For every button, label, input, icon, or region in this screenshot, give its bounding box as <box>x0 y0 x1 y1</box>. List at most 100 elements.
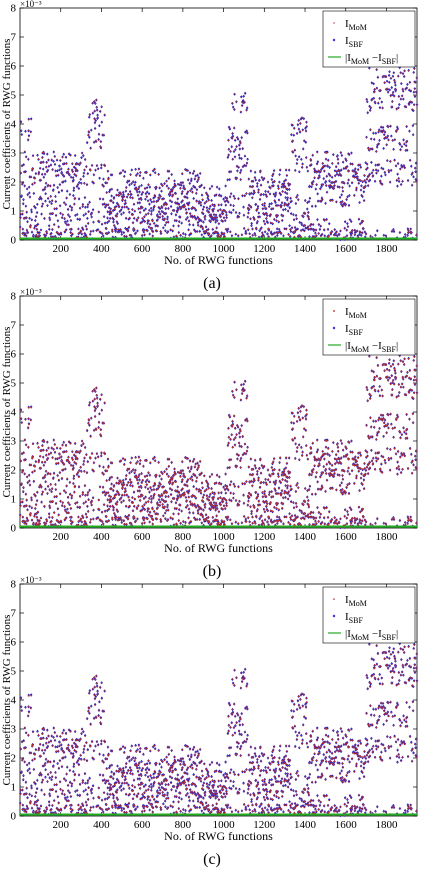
data-point-mom <box>286 188 289 191</box>
data-point-mom <box>378 163 380 165</box>
data-point-mom <box>340 151 342 154</box>
data-point-mom <box>89 148 92 150</box>
data-point-mom <box>288 188 291 191</box>
data-point-mom <box>133 228 136 231</box>
data-point-mom <box>78 188 80 190</box>
data-point-mom <box>243 95 245 97</box>
data-point-mom <box>195 218 197 221</box>
data-point-mom <box>113 224 115 226</box>
data-point-mom <box>36 203 39 205</box>
data-point-mom <box>374 101 376 104</box>
data-point-mom <box>301 167 303 169</box>
data-point-mom <box>349 163 352 165</box>
data-point-mom <box>132 180 134 183</box>
data-point-mom <box>313 176 316 179</box>
data-point-mom <box>109 212 111 215</box>
data-point-mom <box>36 212 38 214</box>
data-point-mom <box>114 231 117 233</box>
data-point-mom <box>74 214 77 216</box>
data-point-mom <box>383 75 385 78</box>
data-point-mom <box>257 189 260 191</box>
data-point-mom <box>148 233 151 235</box>
data-point-mom <box>97 117 99 119</box>
data-point-mom <box>337 158 339 161</box>
data-point-mom <box>49 201 51 203</box>
data-point-mom <box>26 229 28 231</box>
data-point-mom <box>96 106 98 109</box>
data-point-mom <box>166 203 168 205</box>
data-point-mom <box>309 228 312 230</box>
data-point-mom <box>204 218 206 221</box>
data-point-mom <box>323 219 326 221</box>
data-point-mom <box>378 139 381 142</box>
data-point-mom <box>343 182 346 184</box>
data-point-mom <box>366 101 369 103</box>
data-point-mom <box>48 165 50 167</box>
data-point-mom <box>207 232 209 234</box>
data-point-mom <box>302 215 305 218</box>
data-point-mom <box>45 182 47 185</box>
data-point-mom <box>92 182 95 185</box>
data-point-mom <box>81 227 83 229</box>
data-point-mom <box>303 139 305 142</box>
data-point-mom <box>24 217 26 219</box>
data-point-mom <box>209 220 212 222</box>
data-point-mom <box>121 234 123 236</box>
data-point-mom <box>189 172 191 175</box>
data-point-mom <box>211 216 213 219</box>
data-point-mom <box>63 163 66 165</box>
data-point-mom <box>277 184 279 187</box>
data-point-mom <box>174 185 177 187</box>
data-point-mom <box>300 159 303 161</box>
data-point-mom <box>235 211 237 214</box>
data-point-mom <box>186 212 188 214</box>
data-point-mom <box>150 207 152 210</box>
data-point-mom <box>358 179 360 181</box>
data-point-mom <box>193 185 195 187</box>
data-point-mom <box>150 213 153 216</box>
data-point-mom <box>59 205 61 207</box>
data-point-mom <box>131 197 134 200</box>
data-point-mom <box>250 192 252 195</box>
data-point-mom <box>239 148 241 150</box>
data-point-mom <box>28 135 30 138</box>
data-point-mom <box>341 186 344 189</box>
data-point-mom <box>39 162 42 164</box>
data-point-mom <box>63 217 66 219</box>
data-point-mom <box>109 210 112 213</box>
data-point-mom <box>21 133 23 136</box>
data-point-mom <box>116 213 119 215</box>
data-point-mom <box>50 236 52 238</box>
data-point-mom <box>232 158 234 160</box>
data-point-mom <box>292 232 295 234</box>
data-point-mom <box>331 230 333 232</box>
data-point-mom <box>324 151 326 154</box>
data-point-mom <box>409 231 411 233</box>
data-point-mom <box>83 235 85 238</box>
data-point-mom <box>399 231 401 233</box>
data-point-mom <box>371 82 373 84</box>
data-point-mom <box>127 230 129 232</box>
data-point-mom <box>147 183 150 186</box>
data-point-mom <box>89 233 91 235</box>
data-point-mom <box>208 208 211 210</box>
data-point-mom <box>99 145 102 148</box>
data-point-mom <box>40 229 42 232</box>
data-point-mom <box>181 172 183 175</box>
data-point-mom <box>191 191 194 194</box>
data-point-mom <box>326 175 328 177</box>
data-point-mom <box>341 154 343 157</box>
data-point-mom <box>135 174 137 177</box>
data-point-mom <box>402 73 404 75</box>
data-point-mom <box>58 191 60 193</box>
data-point-mom <box>206 210 209 213</box>
data-point-mom <box>410 232 413 234</box>
data-point-mom <box>50 195 52 198</box>
data-point-mom <box>323 228 325 230</box>
data-point-mom <box>344 221 346 223</box>
data-point-mom <box>391 93 394 96</box>
data-point-mom <box>115 194 118 196</box>
data-point-mom <box>358 234 361 236</box>
panel-label: (a) <box>203 275 221 292</box>
data-point-mom <box>72 171 74 173</box>
